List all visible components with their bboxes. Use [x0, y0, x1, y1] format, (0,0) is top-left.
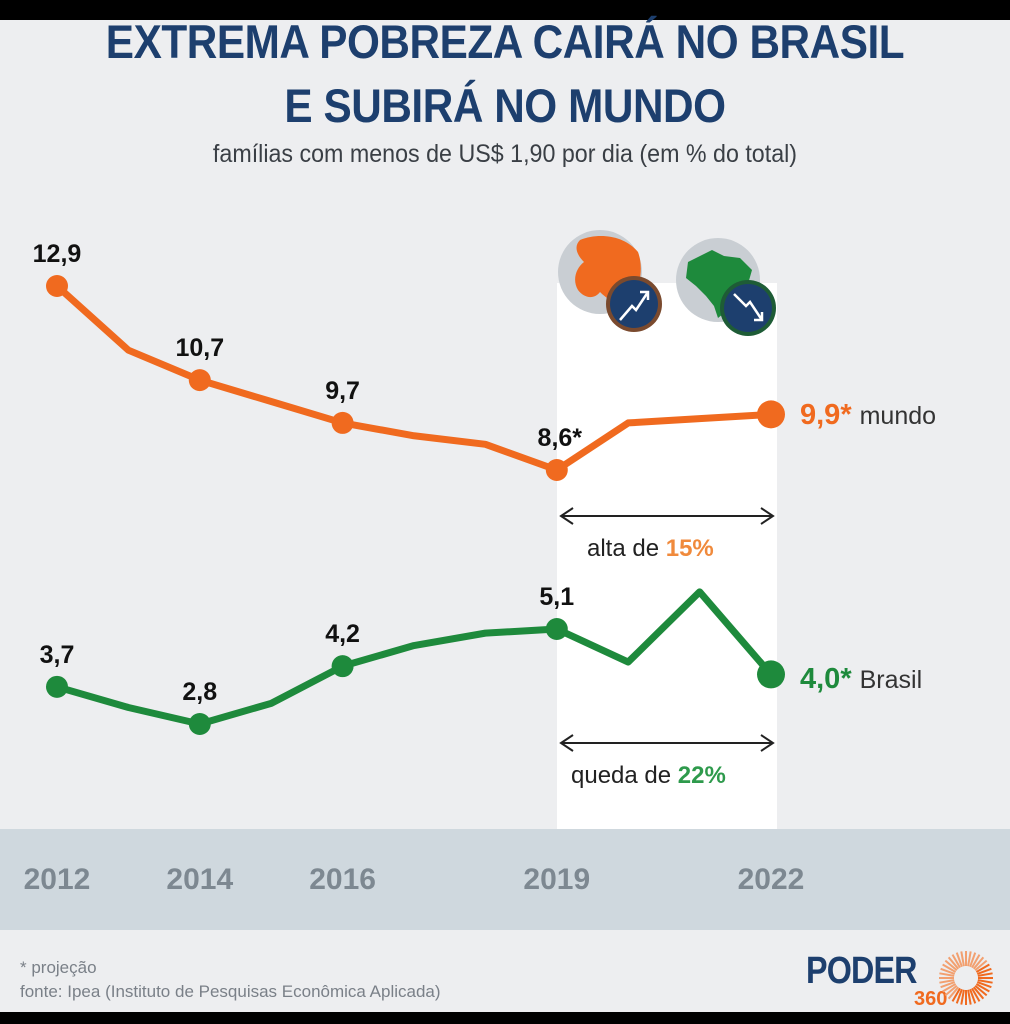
data-point-mundo-2012: [46, 275, 68, 297]
data-point-brasil-2014: [188, 713, 211, 735]
sunburst-ray: [951, 954, 961, 969]
sunburst-ray: [969, 952, 977, 968]
sunburst-ray: [971, 954, 981, 969]
sunburst-ray: [967, 989, 972, 1005]
mundo-series-name: mundo: [860, 402, 936, 430]
x-axis-band: [0, 829, 1010, 930]
sunburst-ray: [974, 984, 988, 997]
series-line-brasil: [53, 588, 775, 728]
data-point-mundo-2016: [331, 411, 354, 434]
brasil-change-text: queda de: [571, 762, 678, 789]
series-line-mundo: [53, 282, 775, 474]
data-label-brasil-2019: 5,1: [539, 583, 574, 611]
sunburst-ray: [972, 986, 985, 1000]
data-point-brasil-2022: [757, 660, 785, 689]
x-tick-label-2016: 2016: [309, 863, 376, 896]
sunburst-ray: [976, 981, 992, 989]
chart-title-line1: EXTREMA POBREZA CAIRÁ NO BRASIL: [105, 15, 905, 68]
data-point-brasil-2012: [46, 675, 68, 698]
sunburst-ray: [967, 951, 972, 967]
mundo-end-label: 9,9* mundo: [800, 399, 936, 431]
brasil-end-label: 4,0* Brasil: [800, 663, 922, 695]
sunburst-ray: [940, 981, 956, 989]
x-tick-label-2022: 2022: [738, 863, 805, 896]
logo-number: 360: [914, 988, 948, 1010]
sunburst-ray: [939, 979, 955, 984]
sunburst-ray: [940, 967, 956, 975]
x-tick-label-2012: 2012: [24, 863, 91, 896]
sunburst-ray: [974, 959, 988, 972]
sunburst-ray: [944, 959, 958, 972]
source-note: fonte: Ipea (Instituto de Pesquisas Econ…: [20, 982, 441, 1001]
sunburst-ray: [975, 963, 990, 973]
mundo-change-pct: 15%: [666, 535, 714, 562]
x-tick-label-2014: 2014: [166, 863, 233, 896]
sunburst-ray: [975, 983, 990, 993]
sunburst-ray: [955, 952, 963, 968]
sunburst-ray: [955, 988, 963, 1004]
mundo-range-arrow: [559, 507, 775, 525]
sunburst-ray: [947, 986, 960, 1000]
brasil-change-annotation: queda de 22%: [571, 762, 726, 789]
sunburst-ray: [972, 956, 985, 970]
brasil-range-arrow: [559, 734, 775, 752]
brasil-end-value: 4,0*: [800, 663, 852, 695]
sunburst-ray: [977, 972, 993, 977]
data-label-mundo-2016: 9,7: [325, 377, 360, 405]
mundo-end-value: 9,9*: [800, 399, 852, 431]
sunburst-ray: [969, 988, 977, 1004]
mundo-change-text: alta de: [587, 535, 666, 562]
sunburst-ray: [971, 987, 981, 1002]
sunburst-ray: [977, 979, 993, 984]
sunburst-ray: [942, 963, 957, 973]
data-point-mundo-2014: [188, 369, 211, 392]
sunburst-ray: [960, 951, 965, 967]
data-point-mundo-2022: [757, 400, 785, 429]
brasil-series-name: Brasil: [860, 666, 923, 694]
chart-title-line2: E SUBIRÁ NO MUNDO: [284, 79, 726, 132]
brazil-map-down-icon: [676, 238, 776, 336]
data-label-mundo-2014: 10,7: [175, 334, 224, 362]
poder360-logo: PODER 360: [806, 950, 1006, 1012]
mundo-change-annotation: alta de 15%: [587, 535, 714, 562]
chart-subtitle: famílias com menos de US$ 1,90 por dia (…: [212, 140, 798, 168]
globe-up-icon: [558, 230, 662, 332]
projection-note: * projeção: [20, 958, 97, 977]
projection-highlight: [557, 283, 777, 829]
sunburst-ray: [942, 983, 957, 993]
sunburst-ray: [960, 989, 965, 1005]
data-point-brasil-2016: [331, 655, 354, 678]
sunburst-icon: [939, 951, 993, 1005]
brasil-change-pct: 22%: [678, 762, 726, 789]
data-point-brasil-2019: [545, 618, 568, 640]
sunburst-ray: [944, 984, 958, 997]
data-label-brasil-2014: 2,8: [182, 678, 217, 706]
data-label-brasil-2016: 4,2: [325, 620, 360, 648]
data-label-mundo-2019: 8,6*: [538, 424, 583, 452]
data-point-mundo-2019: [545, 459, 568, 481]
x-tick-label-2019: 2019: [523, 863, 590, 896]
sunburst-ray: [939, 972, 955, 977]
data-label-mundo-2012: 12,9: [33, 240, 82, 268]
data-label-brasil-2012: 3,7: [40, 641, 75, 669]
sunburst-ray: [976, 967, 992, 975]
sunburst-ray: [947, 956, 960, 970]
logo-word: PODER: [806, 950, 917, 992]
sunburst-ray: [951, 987, 961, 1002]
